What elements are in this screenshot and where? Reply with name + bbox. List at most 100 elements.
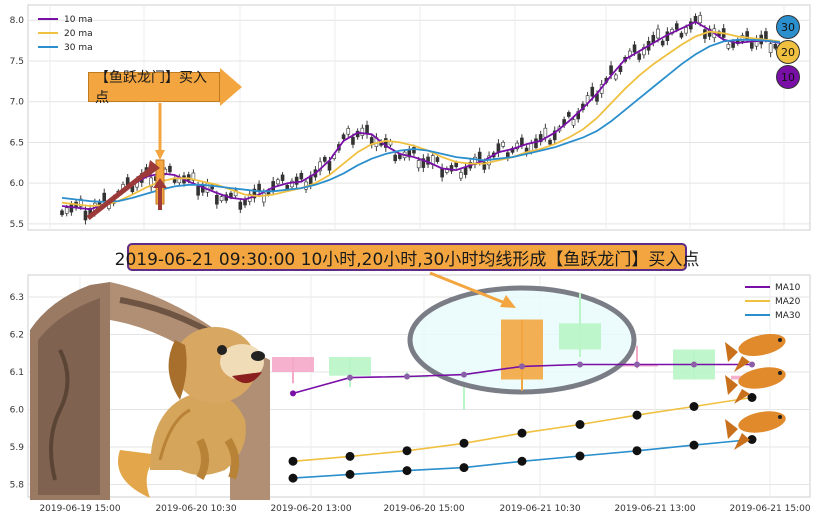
top-candle-body — [351, 136, 355, 145]
top-candle-body — [590, 86, 595, 97]
top-candle-body — [543, 127, 548, 138]
top-legend-20ma: 20 ma — [64, 29, 93, 39]
top-candle-body — [238, 201, 243, 210]
top-legend-10ma: 10 ma — [64, 15, 93, 25]
bottom-legend-ma30: MA30 — [775, 311, 801, 321]
top-lines — [61, 20, 781, 211]
bottom-point-MA30 — [747, 435, 757, 444]
top-candle-body — [740, 35, 745, 42]
top-candle-body — [341, 134, 346, 140]
bottom-point-MA30 — [459, 463, 469, 473]
top-candle-body — [552, 130, 557, 141]
top-candle-body — [346, 128, 351, 135]
bottom-x-tick-label: 2019-06-20 10:30 — [155, 504, 236, 514]
top-candle-body — [318, 161, 322, 172]
bottom-point-MA20 — [575, 420, 585, 429]
top-candle-body — [210, 184, 214, 190]
top-series-20-ma — [61, 30, 781, 207]
koi-fish-group — [725, 334, 786, 450]
bottom-y-tick-label: 5.8 — [10, 481, 25, 491]
top-candle-body — [69, 204, 74, 213]
top-candle-body — [520, 137, 524, 146]
top-y-tick-label: 7.0 — [10, 98, 25, 108]
top-candle-body — [64, 207, 69, 214]
top-candle-body — [327, 161, 332, 171]
top-y-tick-label: 6.0 — [10, 179, 25, 189]
bottom-y-tick-label: 6.2 — [10, 331, 24, 341]
top-candle-body — [60, 210, 64, 216]
top-candle-body — [435, 157, 440, 162]
bottom-point-MA20 — [459, 438, 469, 448]
top-candle-body — [299, 172, 304, 180]
koi-fish-icon — [725, 367, 786, 404]
top-candle-body — [196, 186, 200, 196]
bottom-point-MA10 — [290, 390, 296, 397]
badge-ma10: 10 — [776, 65, 800, 89]
top-candle-body — [501, 142, 505, 147]
top-candle-body — [215, 194, 219, 205]
bottom-candles-highlight — [501, 293, 601, 391]
top-candle-body — [261, 192, 266, 203]
top-y-tick-label: 5.5 — [10, 220, 24, 230]
bottom-point-MA20 — [689, 402, 699, 411]
bottom-point-MA20 — [632, 410, 642, 420]
badge-ma30: 30 — [776, 15, 800, 39]
top-candle-body — [454, 162, 458, 168]
top-candle-body — [290, 180, 294, 188]
bottom-point-MA20 — [402, 446, 412, 456]
top-y-tick-label: 8.0 — [10, 16, 25, 26]
bottom-point-MA10 — [577, 361, 583, 368]
bottom-candle-body — [501, 319, 543, 380]
top-candle-body — [168, 165, 172, 173]
top-candle-body — [412, 147, 416, 154]
top-legend: 10 ma 20 ma 30 ma — [38, 15, 93, 53]
top-candle-body — [674, 23, 679, 30]
bottom-y-tick-label: 6.1 — [10, 368, 24, 378]
top-candle-body — [684, 27, 688, 34]
bottom-y-ticks: 5.8 5.9 6.0 6.1 6.2 6.3 — [10, 293, 25, 491]
top-buy-marker — [86, 103, 167, 220]
bottom-point-MA10 — [347, 374, 353, 381]
top-candle-body — [421, 158, 426, 168]
top-candle-body — [660, 40, 665, 46]
top-candle-body — [149, 177, 153, 188]
top-candle-body — [538, 134, 543, 143]
dog-fish-illustration — [118, 327, 265, 498]
top-candle-body — [698, 15, 703, 24]
buy-point-arrow-label: 【鱼跃龙门】买入点 — [88, 70, 220, 106]
top-candle-body — [750, 42, 754, 49]
top-candle-body — [632, 44, 637, 53]
bottom-candle-body — [559, 323, 601, 350]
top-candle-body — [280, 174, 285, 181]
bottom-point-MA30 — [575, 451, 585, 461]
bottom-point-MA10 — [691, 361, 697, 368]
top-candle-body — [656, 28, 660, 39]
bottom-point-MA20 — [345, 451, 355, 461]
badge-ma20: 20 — [776, 40, 800, 64]
bottom-x-tick-label: 2019-06-21 10:30 — [499, 504, 580, 514]
bottom-point-MA30 — [402, 466, 412, 476]
bottom-point-MA30 — [632, 446, 642, 456]
bottom-point-MA10 — [749, 361, 755, 368]
top-candle-body — [477, 151, 482, 162]
bottom-x-tick-label: 2019-06-21 13:00 — [614, 504, 695, 514]
bottom-y-tick-label: 6.3 — [10, 293, 24, 303]
top-candle-body — [726, 43, 731, 49]
bottom-point-MA10 — [461, 371, 467, 378]
bottom-x-ticks: 2019-06-19 15:00 2019-06-20 10:30 2019-06-… — [39, 504, 810, 514]
bottom-point-MA10 — [519, 363, 525, 370]
top-candle-body — [233, 189, 238, 197]
top-candle-body — [613, 74, 618, 80]
bottom-point-MA30 — [345, 469, 355, 479]
bottom-point-MA30 — [288, 473, 298, 483]
top-candle-body — [534, 138, 538, 149]
top-candle-body — [276, 179, 280, 185]
top-candle-body — [360, 127, 365, 136]
bottom-x-tick-label: 2019-06-20 13:00 — [270, 504, 351, 514]
bottom-candle-body — [272, 357, 314, 372]
top-legend-30ma: 30 ma — [64, 43, 93, 53]
bottom-point-MA20 — [747, 393, 757, 402]
bottom-point-MA10 — [634, 361, 640, 368]
top-candle-body — [449, 165, 454, 172]
bottom-y-tick-label: 5.9 — [10, 443, 25, 453]
